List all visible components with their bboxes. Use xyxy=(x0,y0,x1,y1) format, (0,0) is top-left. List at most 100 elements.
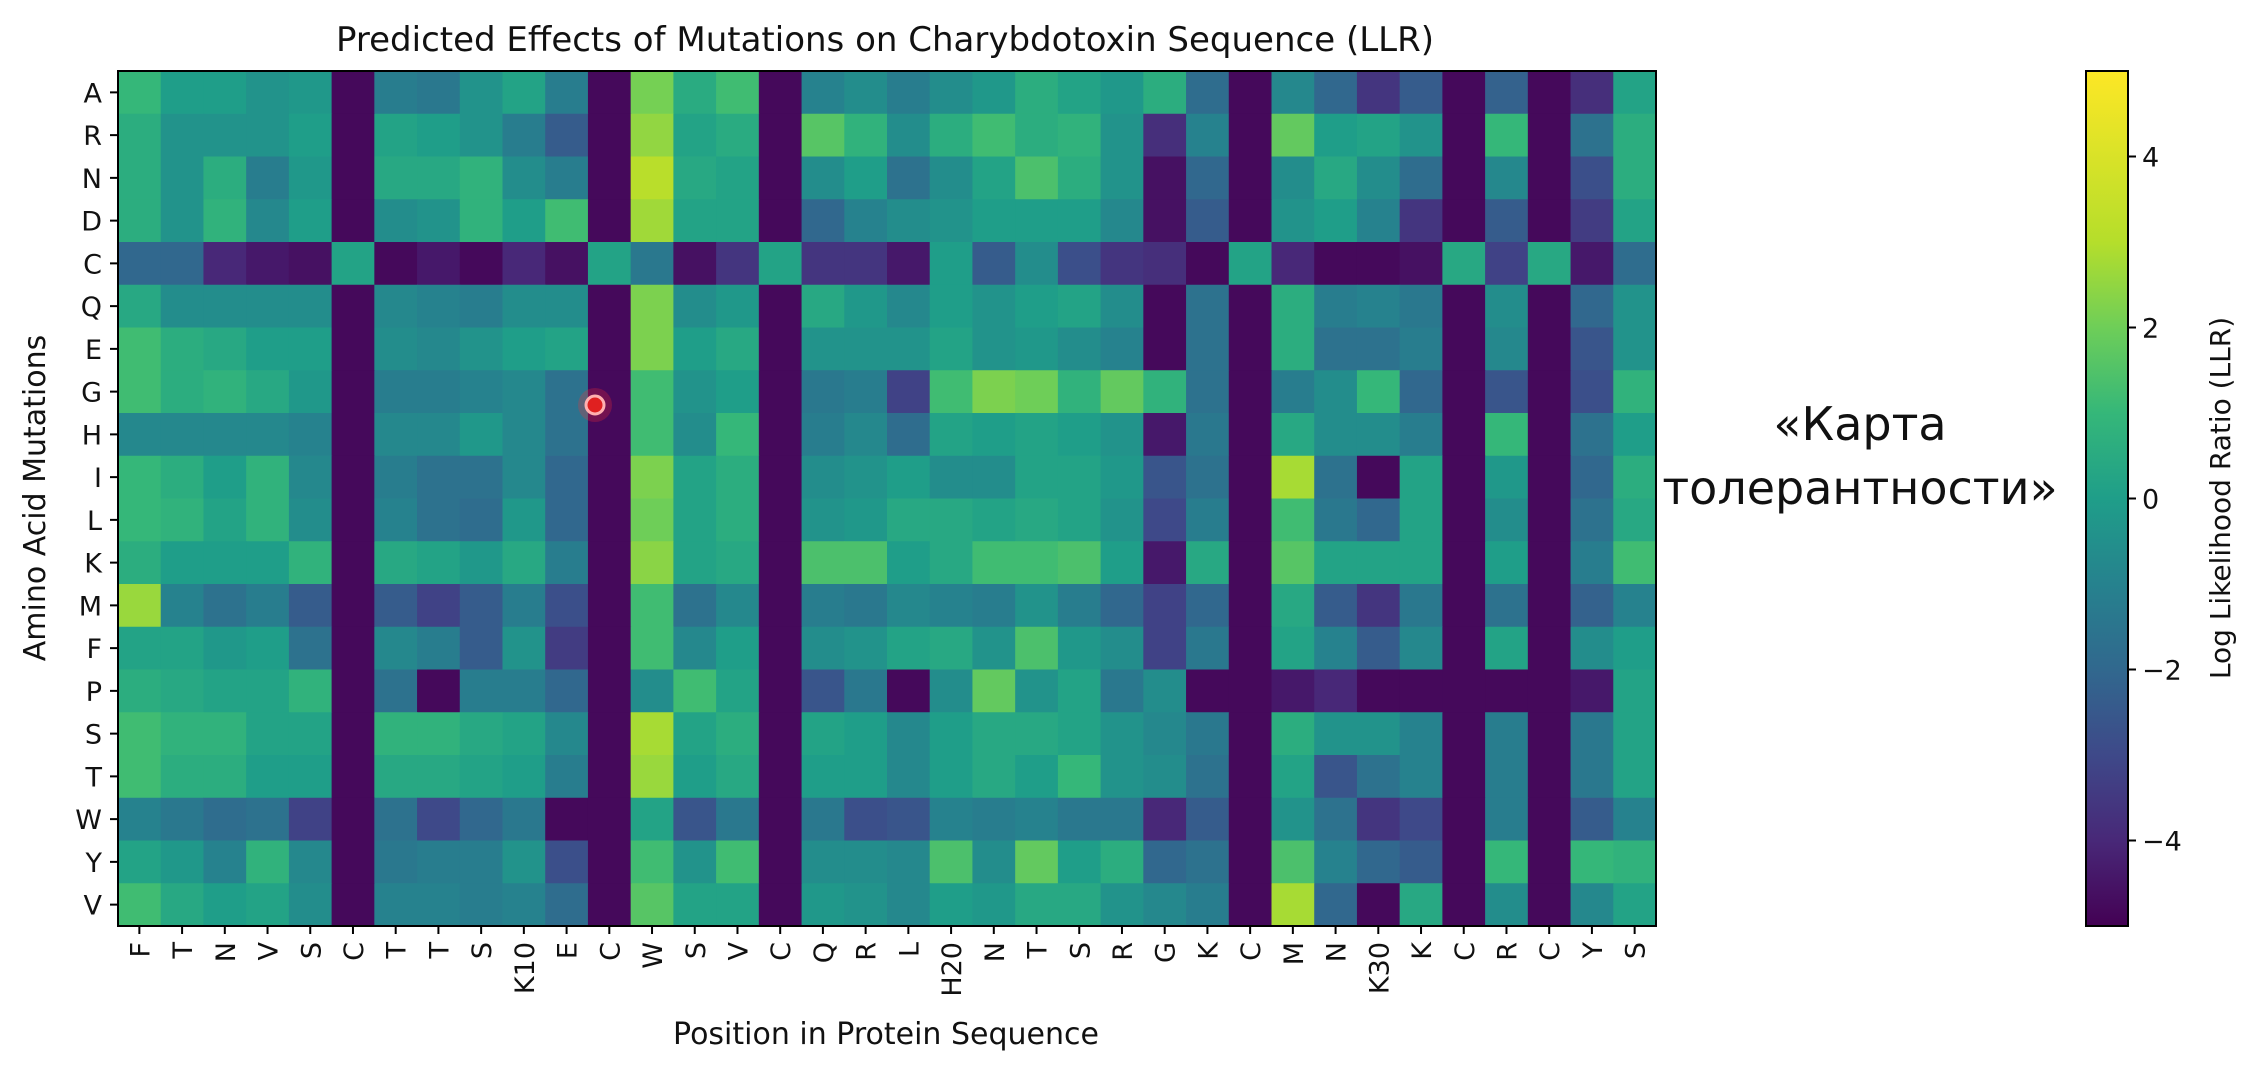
heatmap-cell-F-9 xyxy=(459,626,504,671)
heatmap-cell-M-6 xyxy=(331,584,375,628)
heatmap-cell-P-15 xyxy=(716,669,760,713)
heatmap-cell-V-31 xyxy=(1399,883,1443,927)
heatmap-cell-T-17 xyxy=(801,755,845,799)
y-tick-label: T xyxy=(85,762,103,793)
heatmap-cell-R-19 xyxy=(887,113,931,158)
heatmap-cell-N-28 xyxy=(1271,156,1315,200)
heatmap-cell-Y-20 xyxy=(929,840,974,884)
x-tick-label: K xyxy=(1193,941,1224,960)
heatmap-cell-N-23 xyxy=(1057,156,1102,200)
heatmap-cell-L-22 xyxy=(1015,498,1059,542)
heatmap-cell-G-11 xyxy=(545,370,589,414)
heatmap-cell-K-12 xyxy=(587,541,632,585)
heatmap-cell-T-12 xyxy=(587,755,632,799)
heatmap-cell-M-25 xyxy=(1143,584,1187,628)
heatmap-frame xyxy=(117,70,1657,927)
heatmap-cell-I-9 xyxy=(459,455,504,500)
heatmap-cell-K-29 xyxy=(1314,541,1358,585)
heatmap-cell-Q-30 xyxy=(1356,284,1401,329)
heatmap-cell-R-17 xyxy=(801,113,845,158)
heatmap-cell-S-30 xyxy=(1356,712,1401,756)
heatmap-cell-P-1 xyxy=(118,669,162,713)
heatmap-cell-T-13 xyxy=(630,755,674,799)
heatmap-cell-P-14 xyxy=(673,669,717,713)
heatmap-cell-L-6 xyxy=(331,498,375,542)
heatmap-cell-L-20 xyxy=(929,498,974,542)
heatmap-cell-M-30 xyxy=(1356,584,1401,628)
y-tick-label: M xyxy=(79,591,102,622)
x-tick-label: R xyxy=(852,942,883,961)
y-tick-label: P xyxy=(86,677,102,708)
y-tick-label: S xyxy=(85,720,102,751)
heatmap-cell-E-19 xyxy=(887,327,931,371)
heatmap-cell-D-15 xyxy=(716,199,760,243)
heatmap-cell-I-12 xyxy=(587,455,632,500)
heatmap-cell-N-1 xyxy=(118,156,162,200)
heatmap-cell-S-5 xyxy=(288,712,333,756)
heatmap-cell-S-26 xyxy=(1186,712,1230,756)
x-tick-label: E xyxy=(553,942,584,959)
heatmap-cell-G-5 xyxy=(288,370,333,414)
heatmap-cell-P-9 xyxy=(459,669,504,713)
heatmap-cell-P-26 xyxy=(1186,669,1230,713)
heatmap-cell-T-9 xyxy=(459,755,504,799)
heatmap-cell-Q-13 xyxy=(630,284,674,329)
heatmap-cell-P-17 xyxy=(801,669,845,713)
y-tick-label: Y xyxy=(85,848,103,879)
heatmap-cell-W-31 xyxy=(1399,797,1443,842)
heatmap-cell-S-28 xyxy=(1271,712,1315,756)
y-tick-label: Q xyxy=(81,292,102,323)
heatmap-cell-E-22 xyxy=(1015,327,1059,371)
heatmap-cell-I-17 xyxy=(801,455,845,500)
heatmap-cell-R-11 xyxy=(545,113,589,158)
heatmap-cell-K-8 xyxy=(417,541,461,585)
heatmap-cell-G-15 xyxy=(716,370,760,414)
heatmap-cell-D-1 xyxy=(118,199,162,243)
heatmap-cell-C-1 xyxy=(118,242,162,286)
heatmap-cell-Q-33 xyxy=(1485,284,1529,329)
heatmap-cell-G-26 xyxy=(1186,370,1230,414)
heatmap-cell-S-15 xyxy=(716,712,760,756)
heatmap-cell-T-35 xyxy=(1570,755,1614,799)
heatmap-cell-E-30 xyxy=(1356,327,1401,371)
heatmap-cell-G-30 xyxy=(1356,370,1401,414)
heatmap-cell-Y-14 xyxy=(673,840,717,884)
heatmap-cell-T-14 xyxy=(673,755,717,799)
heatmap-cell-L-29 xyxy=(1314,498,1358,542)
x-tick-label: L xyxy=(894,942,925,957)
heatmap-cell-C-17 xyxy=(801,242,845,286)
heatmap-cell-T-26 xyxy=(1186,755,1230,799)
heatmap-cell-A-15 xyxy=(716,71,760,115)
heatmap-cell-L-23 xyxy=(1057,498,1102,542)
heatmap-cell-T-1 xyxy=(118,755,162,799)
heatmap-cell-R-9 xyxy=(459,113,504,158)
heatmap-cell-K-36 xyxy=(1613,541,1657,585)
heatmap-cell-N-35 xyxy=(1570,156,1614,200)
heatmap-cell-E-7 xyxy=(374,327,418,371)
heatmap-cell-K-1 xyxy=(118,541,162,585)
heatmap-cell-C-6 xyxy=(331,242,375,286)
heatmap-cell-E-31 xyxy=(1399,327,1443,371)
colorbar-label: Log Likelihood Ratio (LLR) xyxy=(2204,317,2237,679)
heatmap-cell-D-34 xyxy=(1527,199,1572,243)
heatmap-cell-Y-34 xyxy=(1527,840,1572,884)
heatmap-cell-W-24 xyxy=(1100,797,1144,842)
colorbar-tick-label: 2 xyxy=(2142,314,2159,345)
y-tick-label: W xyxy=(75,805,102,836)
heatmap-cell-Y-2 xyxy=(160,840,205,884)
heatmap-cell-T-29 xyxy=(1314,755,1358,799)
heatmap-cell-S-36 xyxy=(1613,712,1657,756)
heatmap-cell-D-3 xyxy=(203,199,247,243)
x-tick-label: C xyxy=(1535,942,1566,961)
heatmap-cell-F-29 xyxy=(1314,626,1358,671)
heatmap-cell-T-34 xyxy=(1527,755,1572,799)
heatmap-cell-F-34 xyxy=(1527,626,1572,671)
heatmap-cell-W-5 xyxy=(288,797,333,842)
heatmap-cell-R-36 xyxy=(1613,113,1657,158)
heatmap-cell-Y-7 xyxy=(374,840,418,884)
heatmap-cell-G-6 xyxy=(331,370,375,414)
heatmap-cell-F-20 xyxy=(929,626,974,671)
heatmap-cell-D-30 xyxy=(1356,199,1401,243)
heatmap-cell-G-29 xyxy=(1314,370,1358,414)
heatmap-cell-C-33 xyxy=(1485,242,1529,286)
